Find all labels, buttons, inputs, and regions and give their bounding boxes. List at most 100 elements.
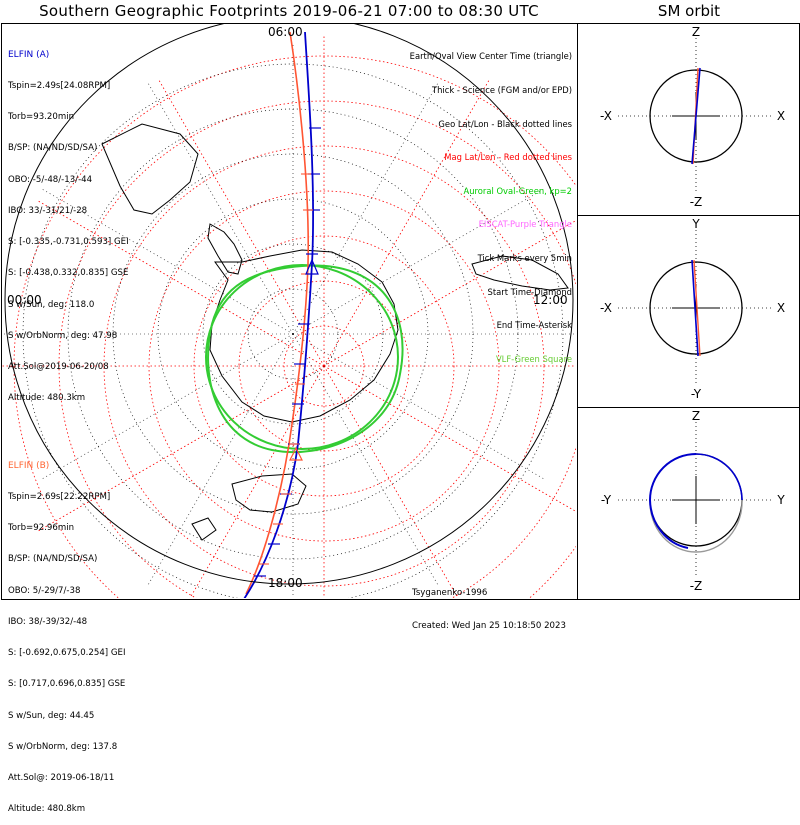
elfin-a-view-center-triangle <box>305 258 319 275</box>
sm-orbit-yz-panel: Z -Z -Y Y <box>601 409 785 593</box>
elfin-b-line: S: [0.717,0.696,0.835] GSE <box>8 679 126 690</box>
legend-entry: Geo Lat/Lon - Black dotted lines <box>438 118 572 129</box>
elfin-b-line: Altitude: 480.8km <box>8 804 86 815</box>
legend-entry: Tick Marks every 5min <box>477 253 572 264</box>
mag-lon-line <box>38 200 325 367</box>
coastlines <box>101 123 569 541</box>
mag-lon-line <box>323 365 459 598</box>
axis-label-top: Z <box>692 409 700 423</box>
mag-lon-line <box>323 80 490 367</box>
axis-label-top: Z <box>692 25 700 39</box>
geo-lon-line <box>292 333 545 480</box>
elfin-a-line: OBO: -5/-48/-13/-44 <box>8 174 93 185</box>
legend-entry: EISCAT-Purple Triangle <box>478 219 572 230</box>
model-credit: Tsyganenko-1996 Created: Wed Jan 25 10:1… <box>412 566 566 643</box>
elfin-b-track <box>245 31 310 595</box>
mag-lon-line <box>323 365 576 512</box>
axis-label-left: -Y <box>601 493 612 507</box>
southern-footprint-map: * <box>2 24 576 598</box>
axis-label-bottom: -Z <box>690 195 703 209</box>
legend-entry: End Time-Asterisk <box>496 320 572 331</box>
geo-lat-circle <box>157 198 429 470</box>
elfin-b-view-center-triangle <box>289 446 303 461</box>
elfin-b-header: ELFIN (B) <box>8 460 50 471</box>
legend-entry: Start Time-Diamond <box>487 286 572 297</box>
model-name: Tsyganenko-1996 <box>412 588 488 598</box>
elfin-b-line: S w/OrbNorm, deg: 137.8 <box>8 741 118 752</box>
mag-lon-line <box>189 365 325 598</box>
elfin-a-track <box>243 31 314 598</box>
mag-lat-circle <box>148 190 500 542</box>
axis-label-left: -X <box>600 109 612 123</box>
elfin-a-orbit <box>691 259 699 357</box>
axis-label-left: -X <box>600 301 612 315</box>
geo-lon-line <box>292 82 439 335</box>
legend-entry: Mag Lat/Lon - Red dotted lines <box>444 152 572 163</box>
elfin-a-info: ELFIN (A) Tspin=2.49s[24.08RPM] Torb=93.… <box>8 29 129 414</box>
geo-lat-lon-grid <box>3 44 576 598</box>
elfin-a-header: ELFIN (A) <box>8 49 50 60</box>
elfin-b-line: S w/Sun, deg: 44.45 <box>8 710 95 721</box>
legend-entry: Earth/Oval View Center Time (triangle) <box>409 51 572 62</box>
elfin-b-line: Att.Sol@: 2019-06-18/11 <box>8 773 115 783</box>
time-label-top: 06:00 <box>268 25 303 39</box>
geo-lon-line <box>41 333 294 480</box>
elfin-a-line: S: [-0.335,-0.731,0.593] GEI <box>8 237 129 248</box>
elfin-b-line: IBO: 38/-39/32/-48 <box>8 616 88 627</box>
plot-title: Southern Geographic Footprints 2019-06-2… <box>39 2 539 20</box>
mag-lon-line <box>158 80 325 367</box>
elfin-a-line: S w/Sun, deg: 118.0 <box>8 299 95 310</box>
new-zealand-coastline <box>191 517 217 541</box>
sm-orbit-xz-panel: Z -Z -X X <box>600 25 785 209</box>
axis-label-bottom: -Y <box>691 387 702 401</box>
axis-label-bottom: -Z <box>690 579 703 593</box>
south-america-west-coastline <box>101 123 199 215</box>
auroral-oval-poleward <box>205 264 399 450</box>
geo-lon-line <box>292 188 545 335</box>
axis-label-top: Y <box>691 217 700 231</box>
geo-lon-line <box>147 82 294 335</box>
map-boundary-circle <box>4 24 574 585</box>
elfin-a-orbit-arc <box>695 453 743 501</box>
elfin-b-line: Tspin=2.69s[22.22RPM] <box>8 492 111 503</box>
elfin-a-line: Altitude: 480.3km <box>8 393 86 404</box>
time-label-left: 00:00 <box>7 293 42 307</box>
africa-coastline <box>471 255 569 291</box>
mag-lat-lon-grid <box>2 36 576 598</box>
elfin-a-orbit <box>648 453 697 549</box>
legend-entry: Auroral Oval-Green, kp=2 <box>463 185 572 196</box>
elfin-b-line: Torb=92.96min <box>8 523 75 534</box>
elfin-a-line: S: [-0.438,0.332,0.835] GSE <box>8 268 129 279</box>
elfin-b-info: ELFIN (B) Tspin=2.69s[22.22RPM] Torb=92.… <box>8 440 126 825</box>
mag-lat-circle <box>193 235 455 497</box>
legend-entry: VLF-Green Square <box>495 353 572 364</box>
time-label-right: 12:00 <box>533 293 568 307</box>
geo-lat-circle <box>202 243 384 425</box>
time-label-bottom: 18:00 <box>268 576 303 590</box>
axis-label-right: Y <box>776 493 785 507</box>
elfin-a-line: S w/OrbNorm, deg: 47.98 <box>8 330 118 341</box>
south-america-coastline <box>207 223 243 275</box>
elfin-a-orbit <box>691 67 701 165</box>
footprint-tracks: * <box>243 31 321 598</box>
sm-orbit-title: SM orbit <box>657 2 721 20</box>
auroral-oval <box>205 264 404 454</box>
created-timestamp: Created: Wed Jan 25 10:18:50 2023 <box>412 621 566 631</box>
geo-lon-line <box>41 188 294 335</box>
elfin-b-line: S: [-0.692,0.675,0.254] GEI <box>8 648 126 659</box>
antarctica-coastline <box>209 249 399 423</box>
elfin-a-line: Torb=93.20min <box>8 112 75 123</box>
mag-lat-circle <box>13 55 576 598</box>
geo-lon-line <box>147 333 294 586</box>
elfin-b-line: OBO: 5/-29/7/-38 <box>8 585 81 596</box>
australia-coastline <box>231 473 307 513</box>
axis-label-right: X <box>777 301 785 315</box>
elfin-a-line: Tspin=2.49s[24.08RPM] <box>8 81 111 92</box>
elfin-b-orbit <box>693 259 701 357</box>
geo-lat-circle <box>22 63 564 598</box>
legend-entry: Thick - Science (FGM and/or EPD) <box>431 85 572 96</box>
elfin-b-line: B/SP: (NA/ND/SD/SA) <box>8 554 98 565</box>
legend: Earth/Oval View Center Time (triangle) T… <box>410 29 572 376</box>
auroral-oval-equatorward <box>207 264 404 454</box>
elfin-a-line: IBO: 33/-31/21/-28 <box>8 205 88 216</box>
